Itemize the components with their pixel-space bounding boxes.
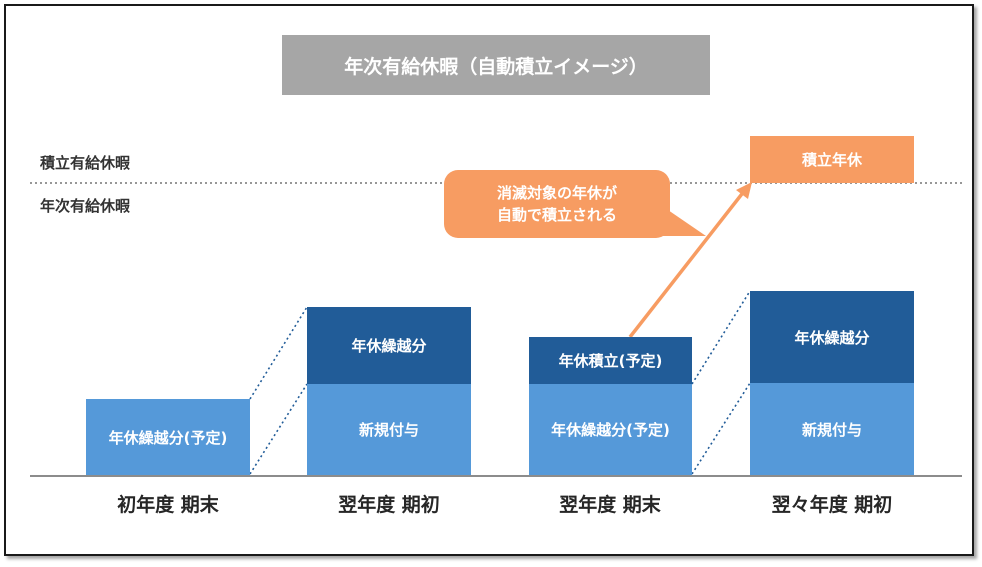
callout-line-1: 消滅対象の年休が (496, 184, 617, 202)
projection-lines (249, 290, 751, 475)
diagram-title: 年次有給休暇（自動積立イメージ） (282, 35, 710, 95)
stage4-new-grant-block: 新規付与 (750, 383, 914, 475)
stage2-new-grant-block: 新規付与 (307, 384, 471, 475)
stage4-label: 翌々年度 期初 (771, 494, 893, 516)
stage1-carryover-planned-block: 年休繰越分(予定) (86, 399, 250, 475)
stage4-accumulated-leave-block: 積立年休 (750, 136, 914, 183)
stage3-carryover-planned-block: 年休繰越分(予定) (529, 384, 692, 475)
accumulated-leave-label: 積立有給休暇 (40, 154, 131, 172)
callout-line-2: 自動で積立される (496, 206, 617, 224)
stage3-accumulation-planned-block: 年休積立(予定) (529, 337, 692, 384)
accumulation-arrow (628, 188, 747, 339)
annual-leave-label: 年次有給休暇 (40, 197, 131, 215)
arrow-head (736, 182, 752, 199)
stage2-carryover-block: 年休繰越分 (307, 307, 471, 384)
stage1-label: 初年度 期末 (117, 494, 219, 516)
stage3-label: 翌年度 期末 (559, 494, 661, 516)
stage4-carryover-block: 年休繰越分 (750, 291, 914, 383)
stage2-label: 翌年度 期初 (338, 494, 440, 516)
auto-accumulation-callout: 消滅対象の年休が 自動で積立される (444, 170, 670, 238)
